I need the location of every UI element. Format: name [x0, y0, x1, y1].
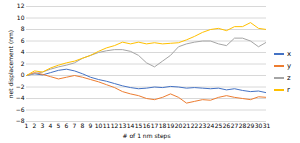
svg-text:21: 21 [183, 122, 191, 129]
svg-text:9: 9 [89, 122, 93, 129]
svg-text:−8: −8 [16, 117, 25, 124]
svg-text:11: 11 [103, 122, 111, 129]
svg-text:−4: −4 [16, 94, 25, 101]
svg-text:8: 8 [81, 122, 85, 129]
html-text:z: z [287, 73, 291, 82]
svg-text:31: 31 [263, 122, 271, 129]
svg-text:30: 30 [255, 122, 263, 129]
svg-text:26: 26 [223, 122, 231, 129]
svg-text:−6: −6 [16, 106, 25, 113]
svg-text:0: 0 [21, 71, 25, 78]
svg-text:20: 20 [175, 122, 183, 129]
svg-text:22: 22 [191, 122, 199, 129]
svg-text:6: 6 [65, 122, 69, 129]
html-text:x: x [287, 49, 292, 58]
svg-text:7: 7 [73, 122, 77, 129]
svg-text:6: 6 [21, 37, 25, 44]
svg-text:5: 5 [57, 122, 61, 129]
svg-text:1: 1 [25, 122, 29, 129]
svg-text:15: 15 [135, 122, 143, 129]
svg-text:13: 13 [119, 122, 127, 129]
svg-text:2: 2 [33, 122, 37, 129]
svg-text:# of 1 nm steps: # of 1 nm steps [122, 132, 170, 140]
svg-text:−2: −2 [16, 83, 25, 90]
svg-text:16: 16 [143, 122, 151, 129]
svg-text:2: 2 [21, 60, 25, 67]
svg-text:8: 8 [21, 25, 25, 32]
svg-text:18: 18 [159, 122, 167, 129]
html-text:r: r [287, 85, 290, 94]
svg-text:17: 17 [151, 122, 159, 129]
svg-text:12: 12 [111, 122, 119, 129]
svg-text:4: 4 [21, 48, 25, 55]
svg-text:23: 23 [199, 122, 207, 129]
svg-text:27: 27 [231, 122, 239, 129]
svg-text:3: 3 [41, 122, 45, 129]
svg-text:12: 12 [17, 2, 25, 9]
svg-text:net displacement (nm): net displacement (nm) [7, 30, 15, 98]
svg-text:10: 10 [17, 14, 25, 21]
html-text:y: y [287, 61, 292, 70]
svg-text:24: 24 [207, 122, 215, 129]
svg-text:29: 29 [247, 122, 255, 129]
svg-text:10: 10 [95, 122, 103, 129]
svg-text:25: 25 [215, 122, 223, 129]
svg-text:28: 28 [239, 122, 247, 129]
svg-text:4: 4 [49, 122, 53, 129]
svg-text:14: 14 [127, 122, 135, 129]
svg-text:19: 19 [167, 122, 175, 129]
